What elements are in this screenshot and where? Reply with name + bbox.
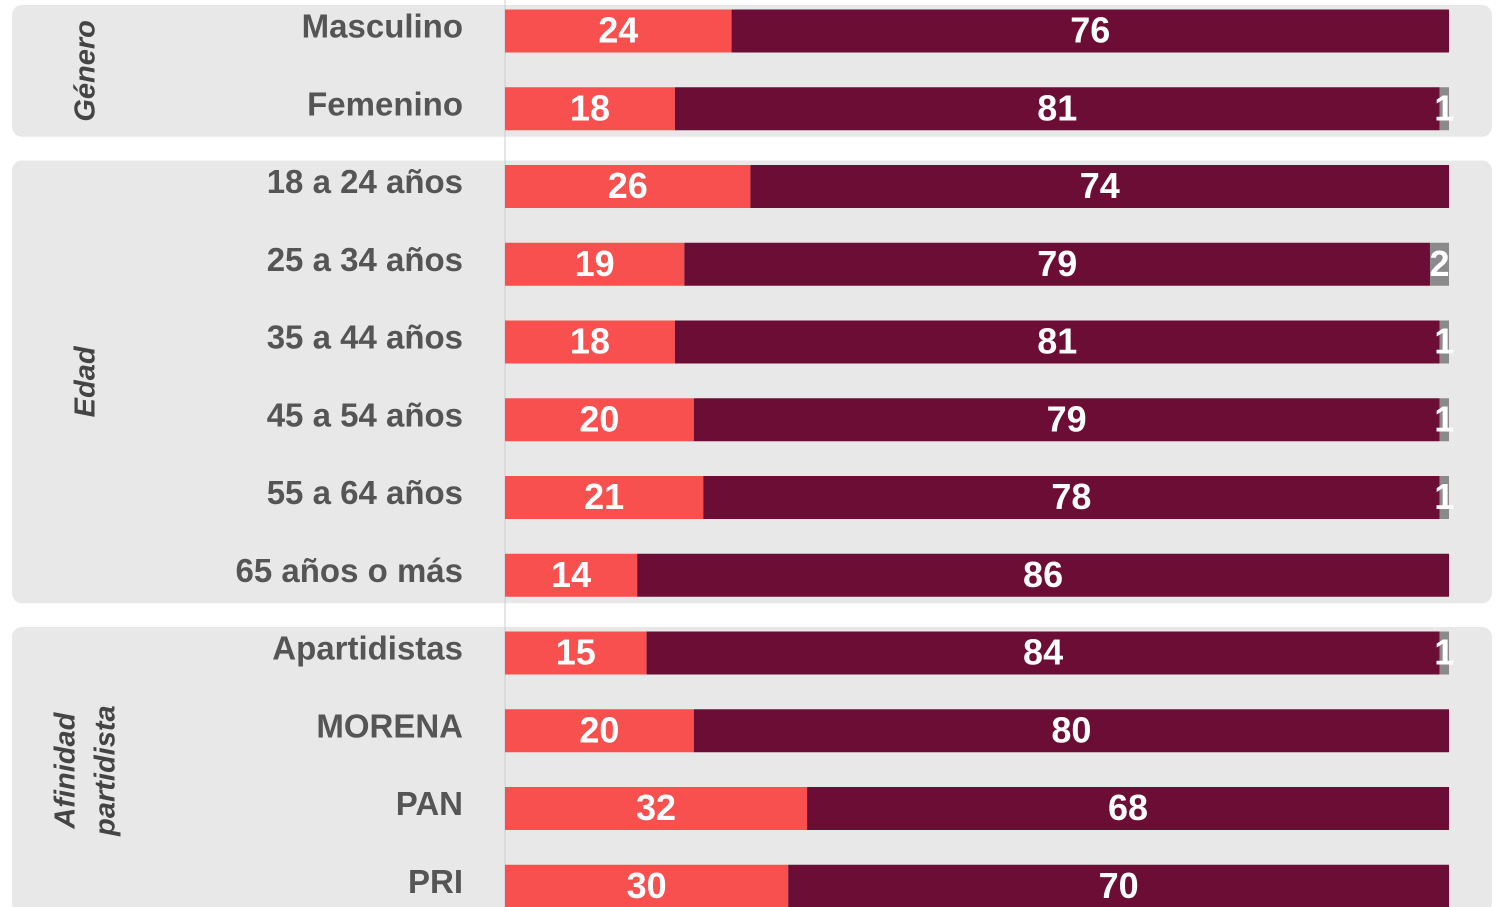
- category-label: 35 a 44 años: [267, 319, 463, 356]
- category-label: 55 a 64 años: [267, 474, 463, 511]
- bar-segment: [1439, 320, 1449, 364]
- value-label: 32: [636, 787, 676, 828]
- group-panel: [12, 627, 1492, 907]
- value-label: 78: [1051, 476, 1091, 517]
- category-label: 65 años o más: [236, 552, 463, 589]
- bar-segment: [505, 87, 675, 131]
- value-label: 80: [1051, 709, 1091, 750]
- value-label: 1: [1434, 476, 1454, 517]
- bar-segment: [505, 553, 638, 597]
- bar-segment: [505, 165, 751, 208]
- value-label: 30: [627, 865, 667, 906]
- bar-segment: [646, 631, 1440, 675]
- value-label: 79: [1047, 398, 1087, 439]
- value-label: 81: [1037, 87, 1077, 128]
- bar-segment: [505, 9, 732, 53]
- category-label: Apartidistas: [272, 630, 463, 667]
- value-label: 84: [1023, 632, 1063, 673]
- group-label: Edad: [70, 345, 102, 417]
- bar-segment: [505, 242, 685, 286]
- bar-segment: [1439, 476, 1449, 519]
- value-label: 1: [1434, 632, 1454, 673]
- bar-segment: [505, 320, 675, 364]
- category-label: 25 a 34 años: [267, 241, 463, 278]
- bar-segment: [807, 787, 1449, 830]
- bar-segment: [1439, 87, 1449, 131]
- value-label: 19: [575, 243, 615, 284]
- bar-segment: [750, 165, 1449, 208]
- value-label: 70: [1099, 865, 1139, 906]
- bar-segment: [674, 87, 1440, 131]
- category-label: PRI: [408, 863, 463, 900]
- value-label: 1: [1434, 87, 1454, 128]
- value-label: 20: [579, 709, 619, 750]
- value-label: 81: [1037, 321, 1077, 362]
- value-label: 26: [608, 165, 648, 206]
- bar-segment: [1439, 398, 1449, 442]
- group-label: Afinidad: [50, 711, 82, 829]
- group-label: Género: [70, 20, 102, 122]
- bar-segment: [788, 864, 1449, 907]
- bar-segment: [703, 476, 1440, 519]
- value-label: 15: [556, 632, 596, 673]
- bar-segment: [731, 9, 1449, 53]
- value-label: 74: [1080, 165, 1120, 206]
- bar-segment: [1439, 631, 1449, 675]
- bar-segment: [505, 398, 694, 442]
- value-label: 1: [1434, 398, 1454, 439]
- value-label: 86: [1023, 554, 1063, 595]
- value-label: 21: [584, 476, 624, 517]
- value-label: 76: [1070, 10, 1110, 51]
- bar-segment: [693, 398, 1440, 442]
- category-label: Masculino: [302, 8, 463, 45]
- bar-segment: [693, 709, 1449, 753]
- value-label: 14: [551, 554, 591, 595]
- bar-segment: [505, 476, 704, 519]
- category-label: 45 a 54 años: [267, 396, 463, 433]
- bar-segment: [505, 631, 647, 675]
- value-label: 20: [579, 398, 619, 439]
- value-label: 79: [1037, 243, 1077, 284]
- value-label: 1: [1434, 321, 1454, 362]
- category-label: Femenino: [307, 85, 463, 122]
- category-label: MORENA: [316, 707, 463, 744]
- group-panel: [12, 160, 1492, 604]
- group-label: partidista: [90, 705, 122, 837]
- category-label: 18 a 24 años: [267, 163, 463, 200]
- value-label: 24: [598, 10, 638, 51]
- bar-segment: [684, 242, 1431, 286]
- value-label: 18: [570, 321, 610, 362]
- bar-segment: [674, 320, 1440, 364]
- category-label: PAN: [396, 785, 463, 822]
- value-label: 2: [1430, 243, 1450, 284]
- bar-segment: [637, 553, 1449, 597]
- value-label: 68: [1108, 787, 1148, 828]
- value-label: 18: [570, 87, 610, 128]
- bar-segment: [1430, 242, 1449, 286]
- bar-segment: [505, 709, 694, 753]
- bar-segment: [505, 864, 789, 907]
- bar-segment: [505, 787, 808, 830]
